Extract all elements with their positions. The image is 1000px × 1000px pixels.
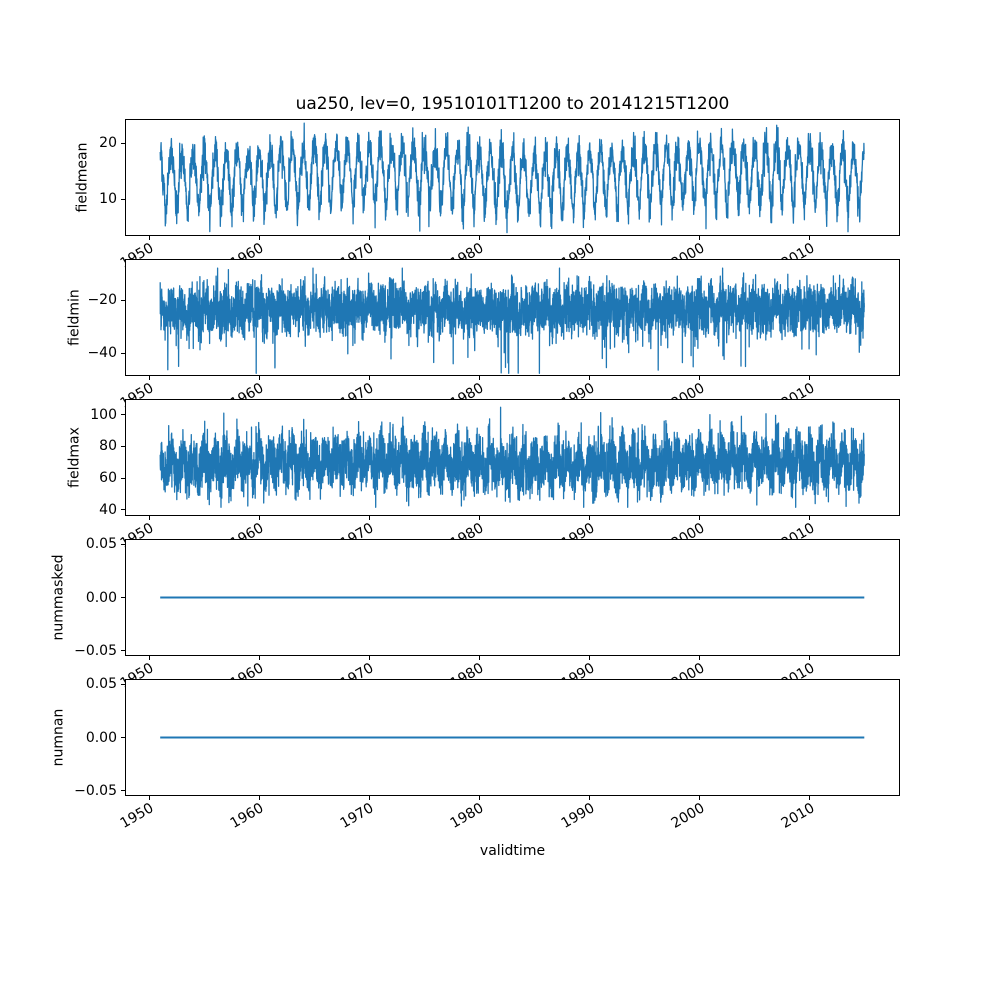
x-tick-label: 2000 — [668, 800, 708, 832]
x-tick-mark — [809, 796, 811, 800]
x-tick-mark — [589, 656, 591, 660]
x-tick-mark — [148, 236, 150, 240]
x-tick-mark — [699, 796, 701, 800]
y-tick-label: 40 — [99, 501, 117, 518]
y-tick-mark — [121, 543, 125, 545]
y-tick-label: 60 — [99, 470, 117, 487]
x-tick-mark — [258, 236, 260, 240]
x-tick-label: 2010 — [778, 800, 818, 832]
x-tick-mark — [258, 516, 260, 520]
x-tick-label: 1960 — [227, 800, 267, 832]
x-tick-mark — [478, 796, 480, 800]
x-tick-mark — [368, 796, 370, 800]
x-tick-mark — [589, 796, 591, 800]
x-tick-mark — [809, 656, 811, 660]
axes-fieldmax — [125, 399, 900, 516]
x-axis-title: validtime — [479, 843, 546, 859]
series-plot-numnan — [160, 736, 865, 739]
axes-numnan — [125, 679, 900, 796]
y-tick-mark — [121, 198, 125, 200]
x-tick-mark — [258, 656, 260, 660]
x-tick-mark — [699, 516, 701, 520]
y-tick-label: −40 — [87, 345, 117, 362]
y-axis-label-fieldmax: fieldmax — [66, 426, 83, 488]
x-tick-mark — [258, 376, 260, 380]
x-tick-mark — [699, 236, 701, 240]
y-tick-label: 0.05 — [85, 676, 117, 693]
x-tick-label: 1970 — [338, 800, 377, 832]
y-tick-mark — [121, 683, 125, 685]
y-tick-mark — [121, 142, 125, 144]
axes-nummasked — [125, 539, 900, 656]
y-axis-label-numnan: numnan — [50, 708, 67, 766]
x-tick-mark — [809, 236, 811, 240]
y-tick-mark — [121, 790, 125, 792]
y-tick-label: 0.00 — [85, 729, 117, 746]
x-tick-mark — [478, 236, 480, 240]
y-tick-mark — [121, 650, 125, 652]
x-tick-mark — [148, 796, 150, 800]
x-tick-mark — [258, 796, 260, 800]
y-tick-label: 100 — [90, 406, 117, 423]
x-tick-mark — [589, 376, 591, 380]
x-tick-mark — [148, 516, 150, 520]
x-tick-mark — [368, 656, 370, 660]
y-tick-mark — [121, 299, 125, 301]
x-tick-label: 1950 — [117, 800, 157, 832]
y-tick-label: −20 — [87, 292, 117, 309]
x-tick-mark — [368, 236, 370, 240]
y-tick-label: 10 — [99, 191, 117, 208]
y-tick-mark — [121, 414, 125, 416]
y-tick-mark — [121, 597, 125, 598]
axes-fieldmean — [125, 119, 900, 236]
x-tick-label: 1980 — [448, 800, 487, 832]
y-tick-mark — [121, 477, 125, 479]
y-tick-label: 0.05 — [85, 536, 117, 553]
series-line-fieldmean — [159, 122, 865, 234]
axes-fieldmin — [125, 259, 900, 376]
x-tick-mark — [478, 376, 480, 380]
series-plot-nummasked — [160, 596, 865, 599]
x-tick-mark — [478, 516, 480, 520]
x-tick-mark — [589, 516, 591, 520]
x-tick-mark — [368, 376, 370, 380]
series-plot-fieldmean — [159, 122, 865, 234]
x-tick-mark — [368, 516, 370, 520]
series-line-fieldmin — [159, 267, 865, 374]
y-tick-mark — [121, 352, 125, 354]
x-tick-mark — [148, 376, 150, 380]
x-tick-mark — [699, 376, 701, 380]
y-tick-mark — [121, 509, 125, 511]
y-tick-mark — [121, 737, 125, 738]
x-tick-mark — [478, 656, 480, 660]
chart-title: ua250, lev=0, 19510101T1200 to 20141215T… — [295, 94, 730, 114]
x-tick-mark — [809, 376, 811, 380]
x-tick-mark — [699, 656, 701, 660]
y-tick-label: 0.00 — [85, 589, 117, 606]
series-plot-fieldmin — [159, 267, 865, 374]
series-plot-fieldmax — [159, 406, 865, 508]
series-line-fieldmax — [159, 406, 865, 508]
y-tick-label: 20 — [99, 135, 117, 152]
y-tick-label: 80 — [99, 438, 117, 455]
x-tick-label: 1990 — [558, 800, 598, 832]
y-tick-label: −0.05 — [74, 782, 117, 799]
y-tick-label: −0.05 — [74, 642, 117, 659]
x-tick-mark — [809, 516, 811, 520]
x-tick-mark — [148, 656, 150, 660]
x-tick-mark — [589, 236, 591, 240]
y-tick-mark — [121, 445, 125, 447]
